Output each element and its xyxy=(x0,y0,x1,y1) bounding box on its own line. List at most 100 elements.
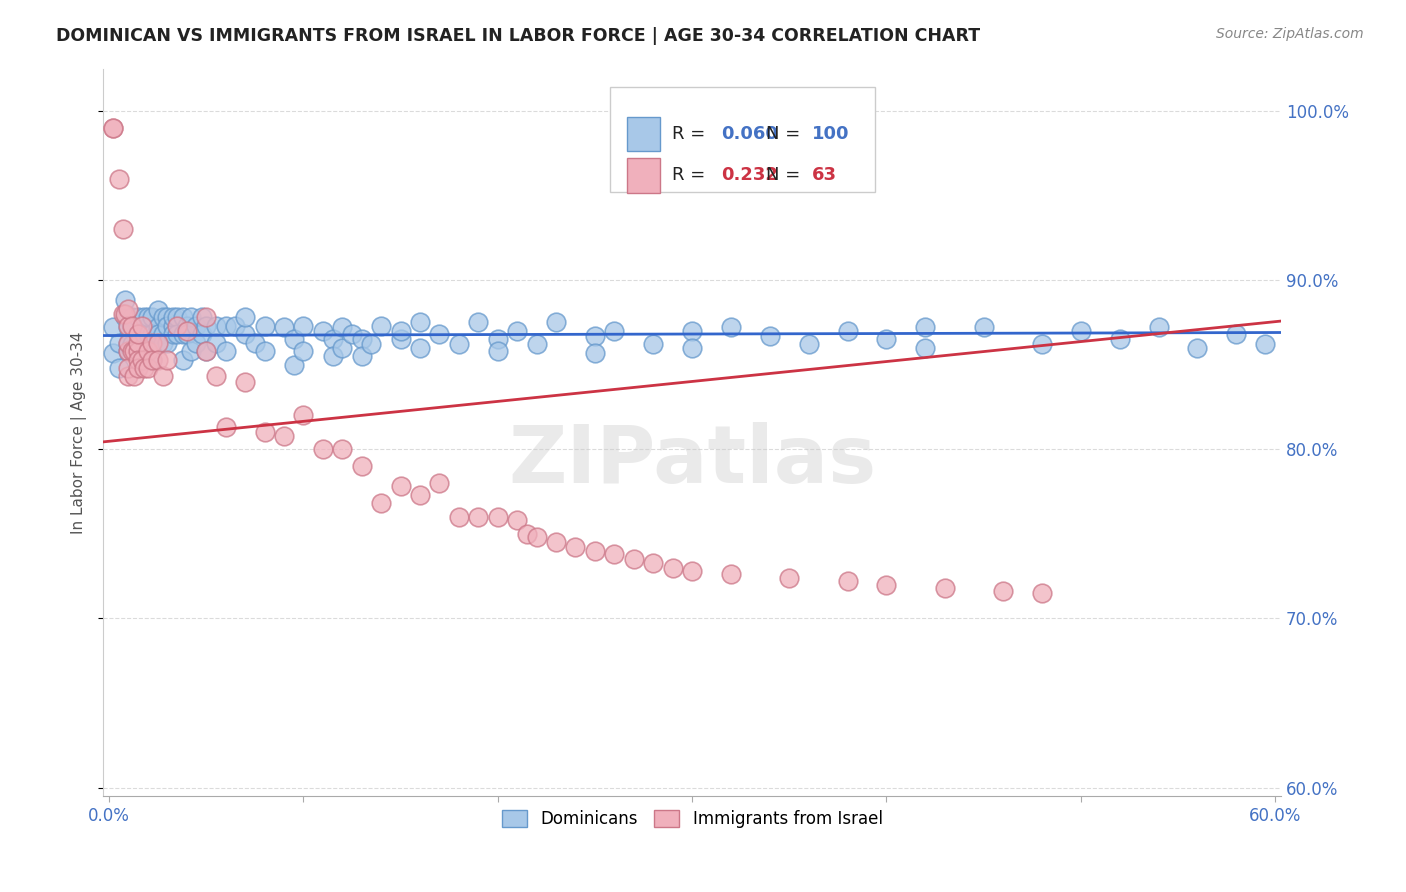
Bar xyxy=(627,117,661,152)
Point xyxy=(156,352,179,367)
Point xyxy=(195,310,218,325)
Point xyxy=(429,476,451,491)
Point xyxy=(506,513,529,527)
Point xyxy=(214,420,236,434)
Point xyxy=(1254,337,1277,351)
Point xyxy=(447,509,470,524)
Point xyxy=(934,581,956,595)
Point xyxy=(124,344,146,359)
Point xyxy=(146,352,169,367)
Point xyxy=(186,318,208,333)
Point xyxy=(146,303,169,318)
Point xyxy=(526,530,548,544)
Point xyxy=(643,337,665,351)
Point xyxy=(623,552,645,566)
Point xyxy=(1031,337,1053,351)
Point xyxy=(146,335,169,350)
Point xyxy=(243,335,266,350)
Point xyxy=(152,327,174,342)
Point xyxy=(127,310,149,325)
Point xyxy=(224,318,246,333)
Point xyxy=(516,526,538,541)
Point xyxy=(837,574,859,589)
Text: DOMINICAN VS IMMIGRANTS FROM ISRAEL IN LABOR FORCE | AGE 30-34 CORRELATION CHART: DOMINICAN VS IMMIGRANTS FROM ISRAEL IN L… xyxy=(56,27,980,45)
Point xyxy=(186,335,208,350)
Point xyxy=(526,337,548,351)
Point xyxy=(292,344,315,359)
Point xyxy=(205,335,228,350)
Point xyxy=(127,327,149,342)
Point xyxy=(127,361,149,376)
Point xyxy=(121,344,143,359)
Legend: Dominicans, Immigrants from Israel: Dominicans, Immigrants from Israel xyxy=(495,804,889,835)
Point xyxy=(292,409,315,423)
Point xyxy=(176,318,198,333)
Point xyxy=(141,352,163,367)
Text: 63: 63 xyxy=(813,167,837,185)
Point xyxy=(101,120,124,135)
Point xyxy=(583,543,606,558)
Point xyxy=(583,329,606,343)
Point xyxy=(152,310,174,325)
Point xyxy=(107,361,129,376)
Point xyxy=(283,358,305,372)
Point xyxy=(643,556,665,570)
Point xyxy=(121,318,143,333)
Point xyxy=(389,479,412,493)
Bar xyxy=(627,158,661,193)
Point xyxy=(661,560,683,574)
Text: Source: ZipAtlas.com: Source: ZipAtlas.com xyxy=(1216,27,1364,41)
Point xyxy=(101,345,124,359)
Point xyxy=(176,324,198,338)
Point xyxy=(117,318,139,333)
Point xyxy=(127,352,149,367)
Point xyxy=(564,541,586,555)
Point xyxy=(117,320,139,334)
Point xyxy=(136,361,159,376)
Point xyxy=(191,327,214,342)
Point xyxy=(486,509,509,524)
Point xyxy=(312,324,335,338)
Point xyxy=(205,318,228,333)
Point xyxy=(111,222,134,236)
Point xyxy=(117,344,139,359)
Point xyxy=(172,352,194,367)
Point xyxy=(195,344,218,359)
Point xyxy=(205,369,228,384)
Point xyxy=(253,318,276,333)
Point xyxy=(121,320,143,334)
Point xyxy=(136,320,159,334)
Point xyxy=(350,332,373,346)
Point xyxy=(114,293,136,308)
Point xyxy=(283,332,305,346)
Text: ZIPatlas: ZIPatlas xyxy=(508,423,876,500)
Point xyxy=(486,344,509,359)
Point xyxy=(136,310,159,325)
Point xyxy=(759,329,782,343)
Point xyxy=(166,327,188,342)
Point xyxy=(322,349,344,363)
Point xyxy=(172,310,194,325)
Point xyxy=(330,341,353,355)
Point xyxy=(127,335,149,350)
Point xyxy=(1108,332,1130,346)
Point xyxy=(720,567,742,582)
Point xyxy=(681,341,703,355)
Point xyxy=(117,301,139,316)
Point xyxy=(195,318,218,333)
Text: R =: R = xyxy=(672,125,711,143)
Point xyxy=(447,337,470,351)
Point xyxy=(1031,586,1053,600)
Point xyxy=(603,547,626,561)
Point xyxy=(389,324,412,338)
Point xyxy=(350,459,373,474)
Point xyxy=(156,310,179,325)
Point xyxy=(273,428,295,442)
Point xyxy=(233,375,256,389)
Point xyxy=(166,318,188,333)
Point xyxy=(121,310,143,325)
Point xyxy=(233,327,256,342)
Text: 0.060: 0.060 xyxy=(721,125,779,143)
Point xyxy=(253,344,276,359)
Point xyxy=(1147,320,1170,334)
